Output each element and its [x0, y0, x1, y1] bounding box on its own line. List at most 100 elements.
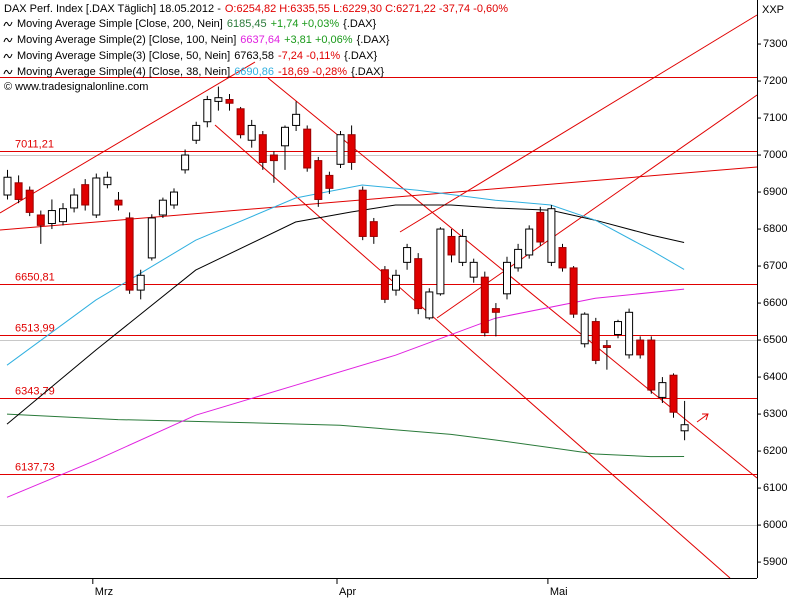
legend-change: -7,24 -0,11% — [278, 50, 340, 62]
legend-entry: Moving Average Simple(4) [Close, 38, Nei… — [17, 66, 384, 78]
candle-body — [25, 189, 34, 213]
candle-body — [547, 208, 556, 263]
level-label: 6650,81 — [15, 271, 55, 283]
legend-name: Moving Average Simple(3) [Close, 50, Nei… — [17, 50, 230, 62]
legend-value: 6637,64 — [240, 34, 280, 46]
y-tick-label: 7300 — [763, 38, 787, 50]
candle-body — [170, 191, 178, 206]
candle-body — [303, 128, 312, 169]
moving-average-line — [6, 204, 685, 425]
candle-body — [81, 184, 90, 206]
header-line: DAX Perf. Index [.DAX Täglich] 18.05.201… — [4, 3, 508, 15]
candle-body — [680, 424, 689, 432]
legend-suffix: {.DAX} — [351, 66, 384, 78]
y-tick-label: 6800 — [763, 223, 787, 235]
candle-body — [36, 214, 45, 226]
y-tick-label: 6600 — [763, 297, 787, 309]
legend-icon — [3, 37, 13, 43]
candle-body — [369, 221, 378, 237]
legend-change: +3,81 +0,06% — [284, 34, 353, 46]
legend-entry: Moving Average Simple(3) [Close, 50, Nei… — [17, 50, 377, 62]
candle-body — [436, 228, 445, 295]
y-tick-label: 6100 — [763, 482, 787, 494]
candle-body — [125, 217, 134, 291]
credit: © www.tradesignalonline.com — [4, 81, 148, 93]
candle-body — [258, 134, 267, 163]
legend-change: +1,74 +0,03% — [271, 18, 340, 30]
candle-body — [269, 154, 278, 162]
arrow — [696, 413, 709, 423]
legend-icon — [3, 21, 13, 27]
candle-body — [136, 274, 145, 291]
trend-line — [214, 124, 731, 579]
legend-change: -18,69 -0,28% — [278, 66, 347, 78]
candle-body — [414, 258, 423, 310]
candle-body — [3, 176, 12, 196]
candle-body — [569, 267, 578, 315]
y-tick-label: 5900 — [763, 556, 787, 568]
y-tick-label: 6300 — [763, 408, 787, 420]
candle-body — [203, 99, 212, 123]
legend-value: 6690,86 — [234, 66, 274, 78]
candle-body — [292, 113, 301, 126]
candle-body — [392, 274, 400, 291]
candle-body — [647, 339, 656, 391]
candle-body — [525, 228, 534, 256]
candle-body — [181, 154, 190, 171]
level-label: 6513,99 — [15, 322, 55, 334]
header-title: DAX Perf. Index [.DAX Täglich] 18.05.201… — [4, 3, 221, 15]
candle-body — [247, 124, 256, 141]
candle-body — [358, 189, 367, 237]
candle-body — [558, 247, 567, 269]
legend-name: Moving Average Simple [Close, 200, Nein] — [17, 18, 223, 30]
y-tick-label: 7100 — [763, 112, 787, 124]
trend-line — [436, 94, 758, 319]
candle-body — [669, 374, 678, 413]
moving-average-line — [6, 184, 685, 366]
candle-body — [214, 97, 223, 102]
candle-body — [625, 311, 634, 356]
legend-icon — [3, 69, 13, 75]
candle-body — [403, 247, 412, 263]
candle-body — [325, 174, 334, 189]
level-label: 7011,21 — [15, 138, 54, 150]
legend-suffix: {.DAX} — [344, 50, 377, 62]
candle-body — [314, 160, 323, 200]
candle-body — [147, 217, 156, 259]
legend-name: Moving Average Simple(2) [Close, 100, Ne… — [17, 34, 236, 46]
y-tick-label: 6400 — [763, 371, 787, 383]
moving-average-line — [6, 413, 685, 458]
legend-suffix: {.DAX} — [357, 34, 390, 46]
candle-body — [469, 261, 478, 278]
legend-suffix: {.DAX} — [343, 18, 376, 30]
candle-body — [225, 99, 234, 104]
candle-body — [114, 199, 123, 206]
candle-body — [380, 269, 389, 300]
candle-body — [336, 134, 345, 165]
y-tick-label: 7200 — [763, 75, 787, 87]
y-tick-label: 6000 — [763, 519, 787, 531]
y-tick-label: 6500 — [763, 334, 787, 346]
candle-body — [514, 248, 523, 269]
trend-line — [0, 61, 256, 214]
candle-body — [70, 194, 79, 209]
header-quote: O:6254,82 H:6335,55 L:6229,30 C:6271,22 … — [225, 3, 508, 15]
candle-body — [658, 382, 667, 398]
candle-body — [347, 134, 356, 163]
x-tick-label: Apr — [339, 586, 356, 598]
candle-body — [281, 126, 289, 147]
candle-body — [425, 291, 434, 319]
candle-body — [236, 108, 245, 136]
candle-body — [103, 176, 112, 186]
candle-body — [503, 261, 511, 295]
legend-name: Moving Average Simple(4) [Close, 38, Nei… — [17, 66, 230, 78]
candle-body — [480, 276, 489, 334]
moving-average-line — [6, 288, 685, 498]
candle-body — [614, 321, 622, 336]
x-tick-label: Mrz — [95, 586, 113, 598]
y-tick-label: 6200 — [763, 445, 787, 457]
legend-value: 6185,45 — [227, 18, 267, 30]
candle-body — [47, 210, 56, 225]
